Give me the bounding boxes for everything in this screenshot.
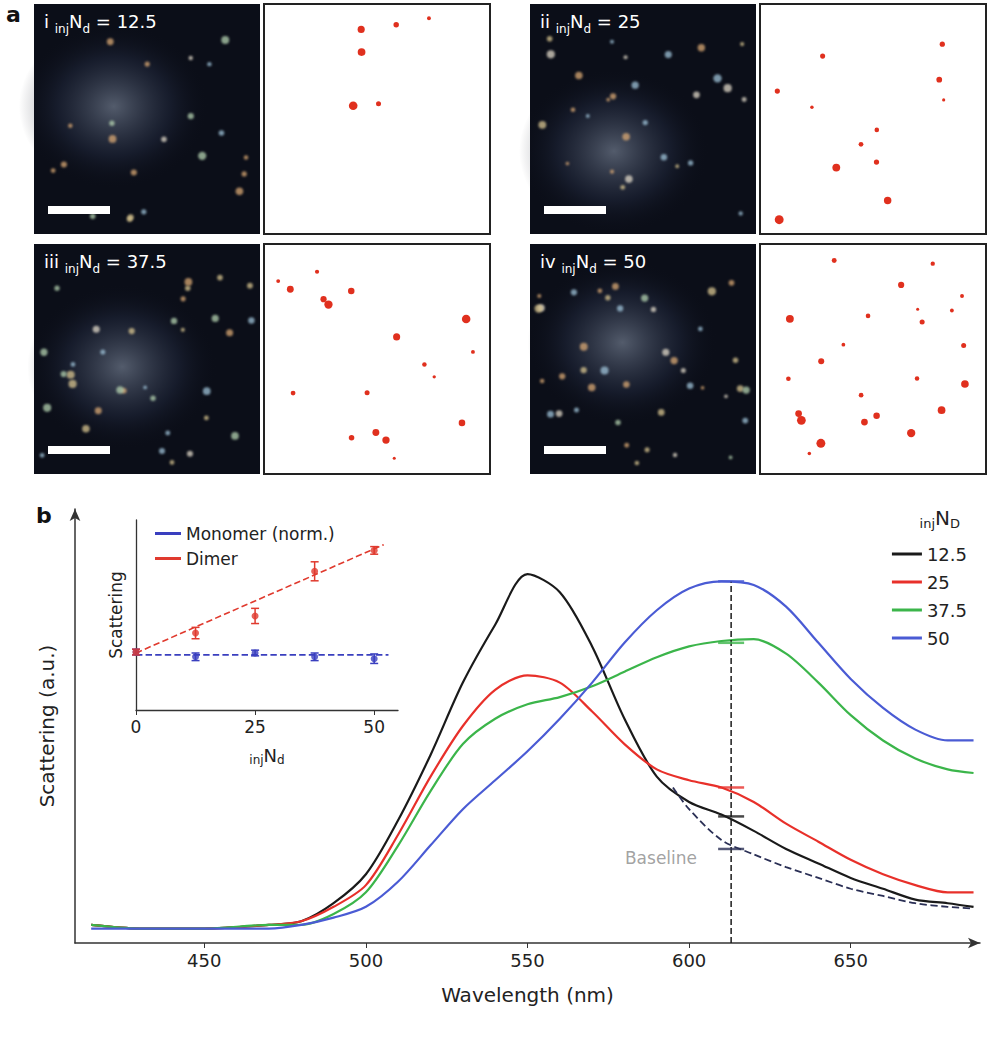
svg-text:N: N (935, 506, 950, 530)
svg-text:a: a (6, 2, 21, 27)
svg-text:Wavelength (nm): Wavelength (nm) (441, 983, 614, 1007)
svg-text:25: 25 (927, 572, 950, 593)
svg-text:d: d (277, 753, 285, 767)
svg-text:iv injNd = 50: iv injNd = 50 (540, 251, 646, 276)
svg-text:inj: inj (920, 516, 935, 531)
svg-text:25: 25 (244, 717, 266, 737)
svg-text:Dimer: Dimer (186, 549, 238, 569)
svg-text:450: 450 (187, 950, 221, 971)
svg-text:ii injNd = 25: ii injNd = 25 (540, 11, 641, 36)
svg-text:i injNd = 12.5: i injNd = 12.5 (44, 11, 157, 36)
svg-text:500: 500 (349, 950, 383, 971)
svg-text:inj: inj (249, 753, 263, 767)
svg-text:Scattering: Scattering (106, 571, 126, 659)
svg-text:Scattering (a.u.): Scattering (a.u.) (35, 645, 59, 808)
svg-text:Baseline: Baseline (625, 848, 697, 868)
svg-text:0: 0 (131, 717, 142, 737)
svg-text:N: N (264, 745, 277, 766)
svg-text:D: D (950, 516, 960, 531)
svg-text:550: 550 (510, 950, 544, 971)
svg-text:600: 600 (672, 950, 706, 971)
svg-text:37.5: 37.5 (927, 600, 967, 621)
svg-text:b: b (36, 503, 52, 528)
svg-text:50: 50 (363, 717, 385, 737)
svg-text:Monomer (norm.): Monomer (norm.) (186, 524, 335, 544)
svg-text:iii injNd = 37.5: iii injNd = 37.5 (44, 251, 167, 276)
svg-text:650: 650 (834, 950, 868, 971)
svg-text:50: 50 (927, 628, 950, 649)
svg-text:12.5: 12.5 (927, 544, 967, 565)
